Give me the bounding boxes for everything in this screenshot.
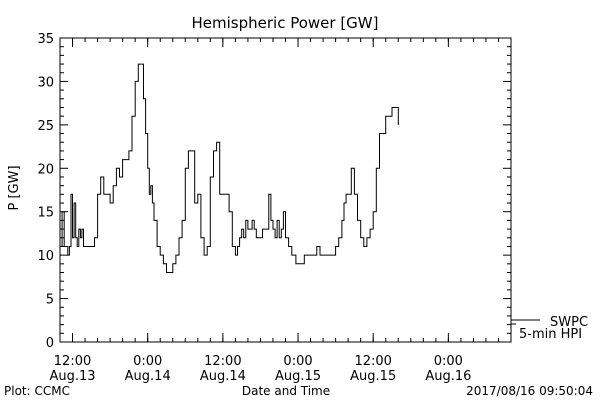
y-tick-label: 25 <box>37 119 54 134</box>
series-line-hemispheric-power <box>60 63 399 273</box>
y-axis-label: P [GW] <box>7 165 22 210</box>
y-tick-label: 15 <box>37 206 54 221</box>
x-tick-label-date: Aug.14 <box>125 369 171 384</box>
footer-timestamp: 2017/08/16 09:50:04 <box>466 384 593 398</box>
x-tick-label-date: Aug.15 <box>275 369 321 384</box>
x-axis-label: Date and Time <box>242 384 330 398</box>
y-tick-label: 0 <box>46 336 54 351</box>
footer-plot-credit: Plot: CCMC <box>4 384 70 398</box>
y-tick-label: 30 <box>37 75 54 90</box>
y-tick-label: 35 <box>37 32 54 47</box>
x-tick-label-date: Aug.14 <box>200 369 246 384</box>
y-tick-label: 20 <box>37 162 54 177</box>
x-tick-label-date: Aug.15 <box>350 369 396 384</box>
legend-label-swpc: SWPC <box>550 315 588 330</box>
x-tick-label-time: 0:00 <box>133 354 162 369</box>
y-tick-label: 5 <box>46 293 54 308</box>
legend-label-hpi: 5-min HPI <box>519 327 582 342</box>
x-tick-label-date: Aug.13 <box>49 369 95 384</box>
x-tick-label-time: 0:00 <box>434 354 463 369</box>
x-tick-label-time: 12:00 <box>354 354 391 369</box>
plot-frame <box>59 37 512 343</box>
x-tick-label-time: 12:00 <box>54 354 91 369</box>
y-tick-label: 10 <box>37 249 54 264</box>
legend: SWPC 5-min HPI <box>511 315 588 342</box>
x-tick-label-time: 12:00 <box>204 354 241 369</box>
y-axis-ticks: 0 5 10 15 20 25 30 35 <box>37 32 511 351</box>
x-tick-label-time: 0:00 <box>283 354 312 369</box>
chart-title: Hemispheric Power [GW] <box>192 14 379 32</box>
x-tick-label-date: Aug.16 <box>425 369 471 384</box>
x-axis-ticks: 12:00Aug.130:00Aug.1412:00Aug.140:00Aug.… <box>49 38 512 384</box>
